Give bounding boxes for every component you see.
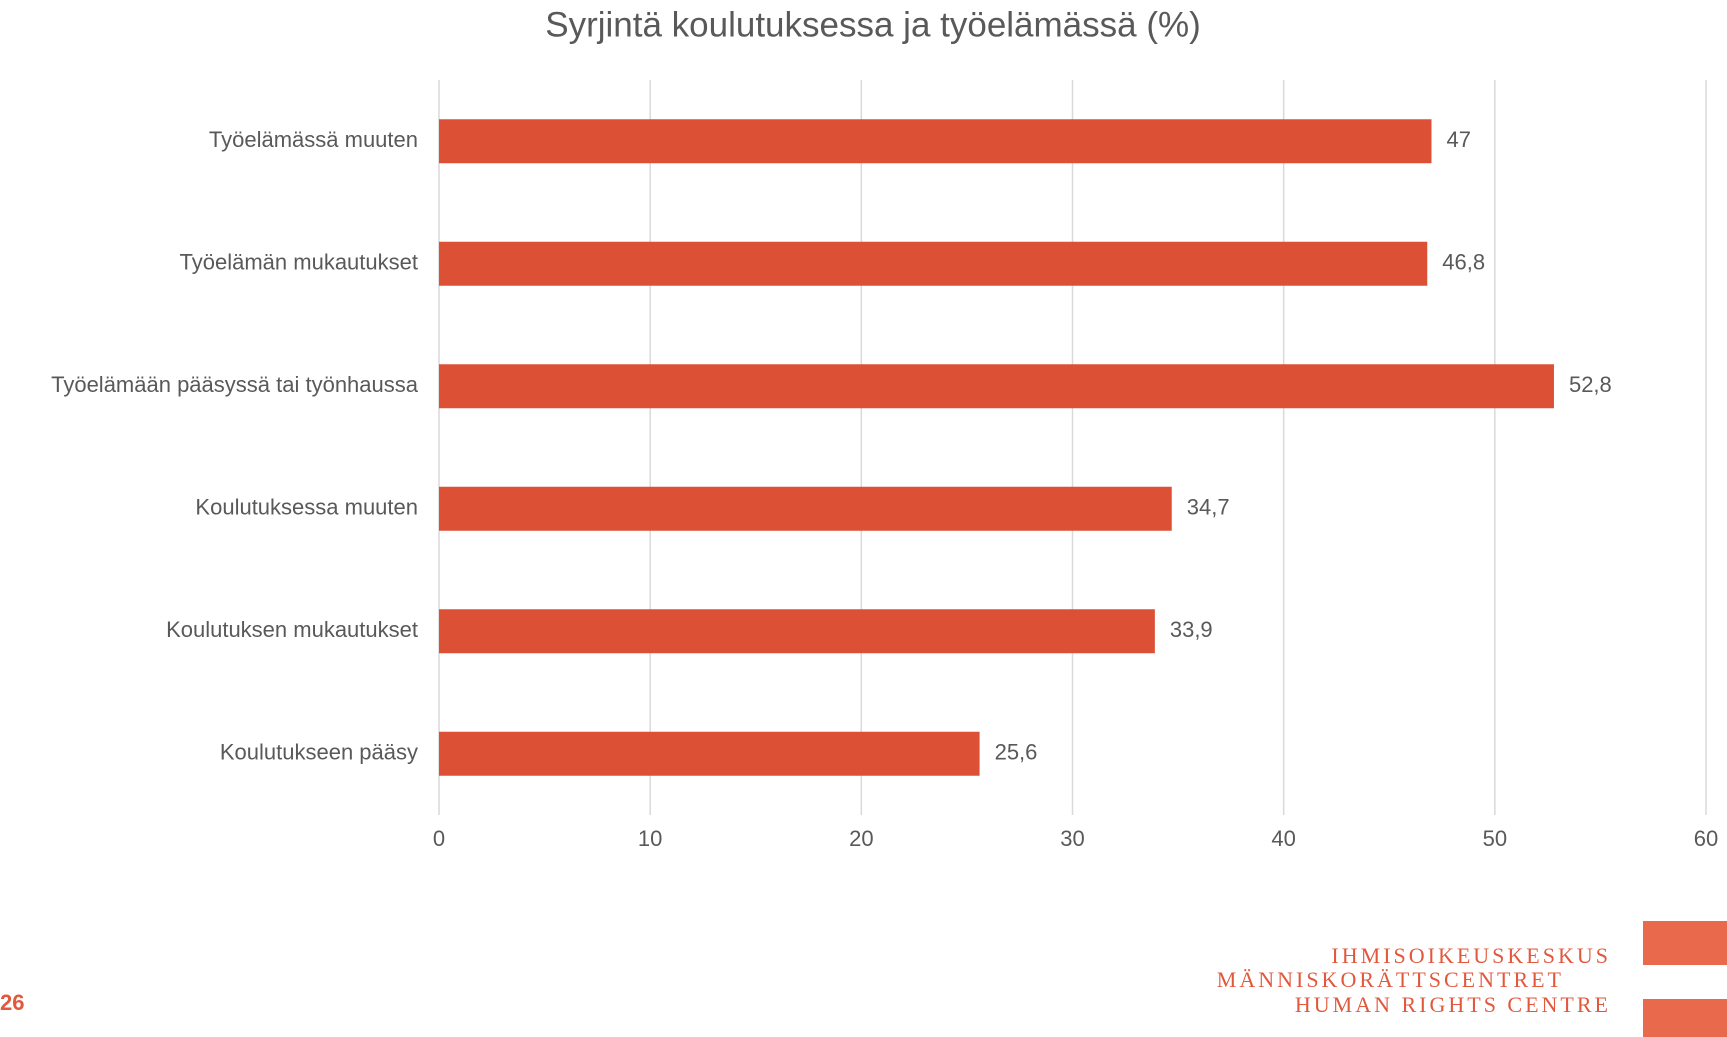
y-tick-label: Työelämään pääsyssä tai työnhaussa [51,372,419,397]
x-tick-label: 60 [1694,826,1718,851]
data-label: 34,7 [1187,495,1230,520]
y-tick-label: Koulutuksen mukautukset [166,617,418,642]
logo-text: MÄNNISKORÄTTSCENTRET [1217,967,1564,992]
bar [439,364,1554,409]
data-label: 33,9 [1170,617,1213,642]
logo-block [1643,921,1727,965]
y-tick-label: Työelämän mukautukset [180,250,418,275]
x-tick-label: 20 [849,826,873,851]
y-tick-label: Koulutukseen pääsy [220,740,418,765]
data-label: 25,6 [995,740,1038,765]
logo-text: IHMISOIKEUSKESKUS [1331,943,1611,968]
bar [439,241,1428,286]
x-tick-label: 10 [638,826,662,851]
logo-text: HUMAN RIGHTS CENTRE [1295,992,1611,1017]
x-tick-label: 40 [1271,826,1295,851]
x-tick-label: 30 [1060,826,1084,851]
x-tick-label: 50 [1483,826,1507,851]
bar [439,609,1155,654]
bar [439,731,980,776]
y-tick-label: Työelämässä muuten [209,127,418,152]
logo-block [1643,999,1727,1037]
bar [439,119,1432,164]
x-tick-label: 0 [433,826,445,851]
y-tick-label: Koulutuksessa muuten [195,495,418,520]
page-number: 26 [0,990,24,1015]
data-label: 47 [1446,127,1470,152]
data-label: 46,8 [1442,250,1485,275]
chart-title: Syrjintä koulutuksessa ja työelämässä (%… [545,5,1201,44]
bar [439,486,1172,531]
data-label: 52,8 [1569,372,1612,397]
